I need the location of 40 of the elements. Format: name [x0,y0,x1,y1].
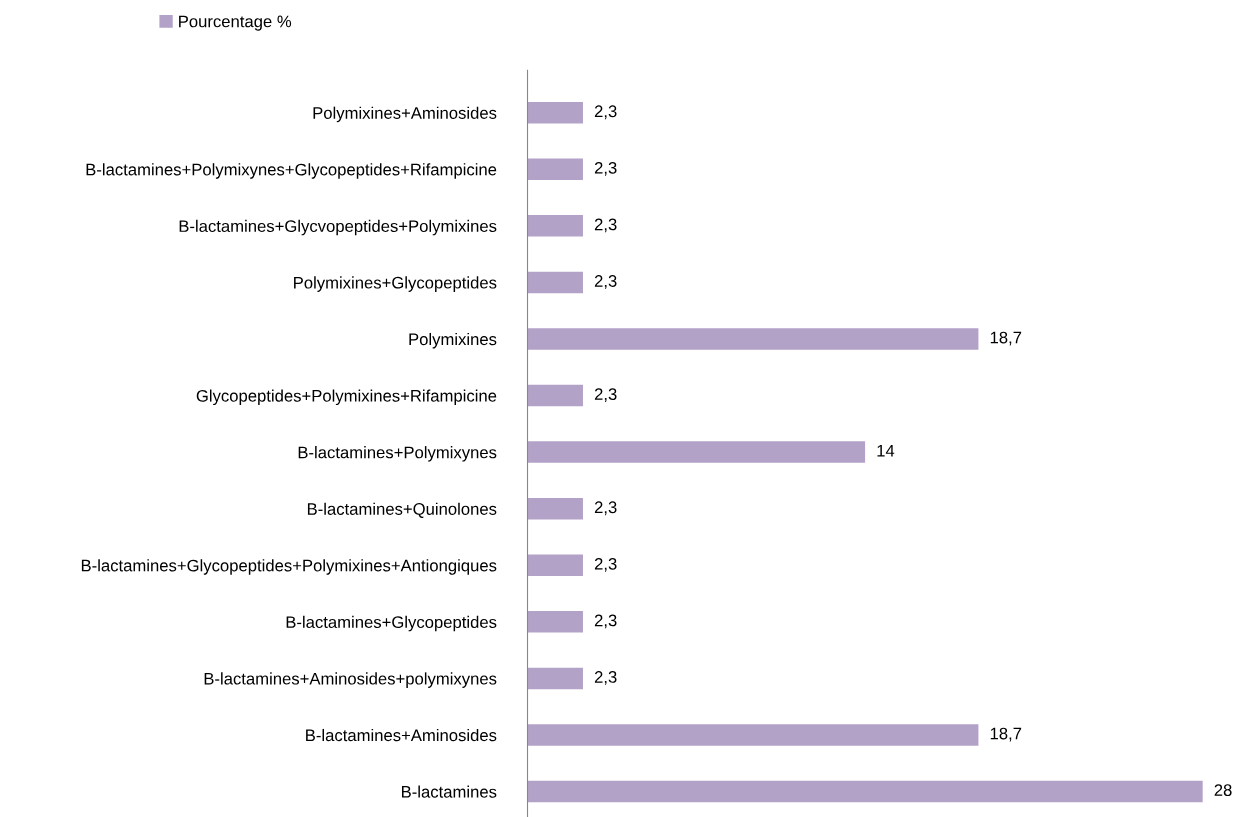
data-label: 2,3 [594,161,617,176]
data-label: 2,3 [594,501,617,516]
y-tick-label: Glycopeptides+Polymixines+Rifampicine [196,389,497,406]
y-tick-label: B-lactamines [402,785,497,798]
bar [527,101,583,124]
data-label: 28 [1214,784,1232,797]
y-tick-label: B-lactamines+Glycvopeptides+Polymixines [179,219,497,236]
data-label: 2,3 [594,275,617,289]
bar [527,724,979,746]
data-label: 2,3 [594,105,617,120]
y-tick-label: Polymixines [409,332,497,349]
y-tick-label: B-lactamines+Quinolones [307,502,497,518]
bar [527,215,583,237]
bar [527,611,583,633]
data-label: 2,3 [594,614,617,629]
bar [527,497,583,520]
bar [527,780,1203,803]
data-label: 2,3 [594,671,617,685]
bar [527,667,583,690]
data-label: 2,3 [594,388,617,402]
data-label: 14 [877,444,895,457]
legend-label: Pourcentage % [179,15,292,31]
y-tick-label: B-lactamines+Glycopeptides+Polymixines+Antiongiques [81,559,497,575]
y-tick-label: Polymixines+Aminosides [313,106,497,123]
y-tick-label: B-lactamines+Polymixynes [298,446,497,462]
y-tick-label: B-lactamines+Aminosides [306,728,497,742]
bar [527,384,583,407]
y-tick-label: B-lactamines+Aminosides+polymixynes [204,672,497,688]
bar [527,271,583,294]
y-tick-label: B-lactamines+Glycopeptides [286,615,497,632]
y-tick-label: Polymixines+Glycopeptides [294,276,497,292]
bar [527,328,979,350]
data-label: 18,7 [990,331,1022,346]
data-label: 2,3 [594,557,617,572]
data-label: 18,7 [990,727,1022,742]
y-tick-label: B-lactamines+Polymixynes+Glycopeptides+Rifampicine [86,163,497,179]
bar [527,158,583,181]
data-label: 2,3 [594,218,617,233]
bar [527,554,583,577]
bar [527,441,866,463]
